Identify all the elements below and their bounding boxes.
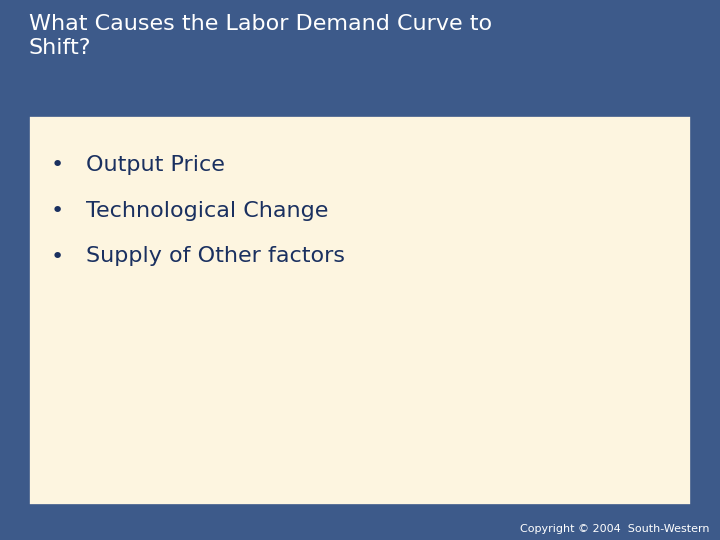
- Text: Output Price: Output Price: [86, 154, 225, 175]
- Text: •: •: [50, 200, 63, 221]
- Bar: [0, 0, 720, 116]
- Text: •: •: [50, 154, 63, 175]
- Text: What Causes the Labor Demand Curve to
Shift?: What Causes the Labor Demand Curve to Sh…: [29, 14, 492, 58]
- Text: Technological Change: Technological Change: [86, 200, 329, 221]
- Text: •: •: [50, 246, 63, 267]
- Text: Copyright © 2004  South-Western: Copyright © 2004 South-Western: [520, 523, 709, 534]
- Bar: [29, 116, 691, 505]
- Text: Supply of Other factors: Supply of Other factors: [86, 246, 346, 267]
